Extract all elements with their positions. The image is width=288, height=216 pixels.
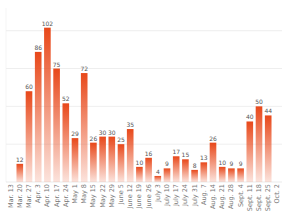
x-tick-label: Sept. 4: [237, 184, 245, 207]
bar: [274, 182, 281, 183]
bar: [81, 73, 88, 182]
data-label: 35: [126, 121, 134, 128]
bar: [200, 162, 207, 182]
x-tick-label: Apr. 17: [53, 184, 61, 207]
data-label: 60: [25, 83, 33, 90]
x-tick-label: Mar. 27: [25, 184, 33, 208]
bar: [44, 28, 51, 182]
x-tick-label: July 24: [181, 184, 189, 207]
data-label: 9: [229, 160, 233, 167]
x-tick-label: May 15: [89, 184, 97, 208]
data-label: 44: [264, 107, 272, 114]
bar: [108, 137, 115, 182]
data-label: 13: [200, 154, 208, 161]
bar: [53, 69, 60, 182]
data-label: 30: [108, 129, 116, 136]
x-tick-label: Aug. 28: [227, 184, 235, 209]
bar: [164, 168, 171, 182]
x-tick-label: May 8: [80, 184, 88, 204]
x-tick-label: Apr. 10: [43, 184, 51, 207]
bar: [90, 143, 97, 182]
x-tick-label: June 12: [126, 184, 134, 210]
data-label: 8: [193, 162, 197, 169]
x-tick-label: May 29: [108, 184, 116, 208]
data-label: 25: [117, 136, 125, 143]
x-tick-label: June 19: [135, 184, 143, 210]
bar: [228, 168, 235, 182]
data-label: 10: [136, 159, 144, 166]
x-tick-label: July 10: [163, 184, 171, 207]
data-label: 50: [255, 98, 263, 105]
data-label: 26: [209, 135, 217, 142]
bar: [35, 52, 42, 182]
bar: [7, 182, 14, 183]
y-axis-line: [6, 8, 7, 182]
bar: [72, 138, 79, 182]
x-tick-label: Mar. 13: [7, 184, 15, 208]
data-label: 29: [71, 130, 79, 137]
x-tick-label: June 26: [145, 184, 153, 210]
bar: [145, 158, 152, 182]
x-tick-label: Mar. 20: [16, 184, 24, 208]
data-label: 12: [16, 156, 24, 163]
data-label: 15: [182, 151, 190, 158]
x-tick-label: Apr. 3: [34, 184, 42, 203]
bar: [16, 164, 23, 182]
data-label: 17: [172, 148, 180, 155]
bar: [154, 176, 161, 182]
data-label: 9: [239, 160, 243, 167]
bar: [127, 129, 134, 182]
bar: [173, 156, 180, 182]
x-tick-label: May 1: [71, 184, 79, 204]
data-label: 40: [246, 113, 254, 120]
x-tick-label: Aug. 7: [200, 184, 208, 205]
x-tick-label: June 5: [117, 184, 125, 205]
x-tick-label: Sept. 11: [246, 184, 254, 211]
bar: [210, 143, 217, 182]
data-label: 10: [218, 159, 226, 166]
bar: [26, 91, 33, 182]
x-tick-label: Aug. 21: [218, 184, 226, 209]
bar: [237, 168, 244, 182]
data-label: 9: [165, 160, 169, 167]
x-tick-label: Sept. 25: [264, 184, 272, 211]
bars: [16, 28, 271, 182]
bar: [246, 121, 253, 182]
bar: [219, 167, 226, 182]
data-label: 16: [145, 150, 153, 157]
x-tick-label: Sept. 18: [255, 184, 263, 211]
data-label: 30: [99, 129, 107, 136]
data-label: 4: [156, 168, 160, 175]
data-label: 52: [62, 95, 70, 102]
x-tick-label: July 17: [172, 184, 180, 207]
data-label: 75: [53, 61, 61, 68]
bar: [62, 103, 69, 182]
data-label: 26: [90, 135, 98, 142]
x-tick-label: July 3: [154, 184, 162, 203]
bar: [265, 115, 272, 182]
bar: [136, 167, 143, 182]
bar: [256, 106, 263, 182]
bar: [99, 137, 106, 182]
x-tick-label: Oct. 2: [273, 184, 281, 204]
bar: [182, 159, 189, 182]
x-tick-label: Apr. 24: [62, 184, 70, 207]
bar: [191, 170, 198, 182]
data-label: 102: [42, 20, 54, 27]
x-tick-label: July 31: [191, 184, 199, 207]
data-label: 72: [80, 65, 88, 72]
data-label: 86: [34, 44, 42, 51]
bar: [118, 144, 125, 182]
chart: 1260861027552297226303025351016491715813…: [0, 0, 288, 216]
x-tick-label: May 22: [99, 184, 107, 208]
chart-container: 1260861027552297226303025351016491715813…: [0, 0, 288, 216]
x-tick-label: Aug. 14: [209, 184, 217, 209]
